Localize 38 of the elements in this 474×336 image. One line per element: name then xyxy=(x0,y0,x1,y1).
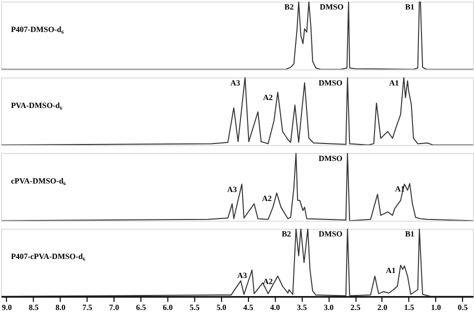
x-tick-label: 3.5 xyxy=(296,302,307,312)
x-tick-label: 2.0 xyxy=(377,302,388,312)
annotation: B1 xyxy=(405,230,414,239)
text: cPVA-DMSO-d₆ xyxy=(10,176,66,186)
x-tick-label: 7.0 xyxy=(109,302,120,312)
text: PVA-DMSO-d₆ xyxy=(10,100,63,110)
x-tick-label: 6.5 xyxy=(136,302,146,312)
x-tick-label: 9.0 xyxy=(2,302,12,312)
text: P407-cPVA-DMSO-d₆ xyxy=(10,252,86,262)
annotation: DMSO xyxy=(318,230,343,239)
annotation: DMSO xyxy=(318,78,343,88)
annotation: A2 xyxy=(262,194,272,203)
annotation: B2 xyxy=(282,230,292,239)
annotation: DMSO xyxy=(320,2,344,12)
annotation: DMSO xyxy=(318,154,343,163)
x-tick-label: 8.0 xyxy=(56,302,66,312)
annotation: B1 xyxy=(405,2,414,12)
x-tick-label: 4.5 xyxy=(243,302,254,312)
x-tick-label: 8.5 xyxy=(28,302,39,312)
x-tick-label: 6.0 xyxy=(162,302,173,312)
x-tick-label: 1.5 xyxy=(404,302,414,312)
x-tick-label: 5.0 xyxy=(216,302,226,312)
text: P407-DMSO-d₆ xyxy=(10,25,64,34)
annotation: A1 xyxy=(389,78,399,88)
x-tick-label: 5.5 xyxy=(190,302,200,312)
annotation: A1 xyxy=(386,266,396,276)
annotation: A3 xyxy=(237,270,248,280)
x-tick-label: 7.5 xyxy=(82,302,92,312)
x-tick-label: 2.5 xyxy=(350,302,360,312)
x-tick-label: 1.0 xyxy=(430,302,441,312)
annotation: A3 xyxy=(227,185,237,194)
annotation: A3 xyxy=(230,78,240,88)
annotation: A2 xyxy=(263,277,273,286)
x-tick-label: 0.5 xyxy=(458,302,468,312)
x-tick-label: 4.0 xyxy=(270,302,280,312)
x-tick-label: 3.0 xyxy=(324,302,334,312)
annotation: A2 xyxy=(263,93,273,102)
annotation: B2 xyxy=(284,2,294,12)
